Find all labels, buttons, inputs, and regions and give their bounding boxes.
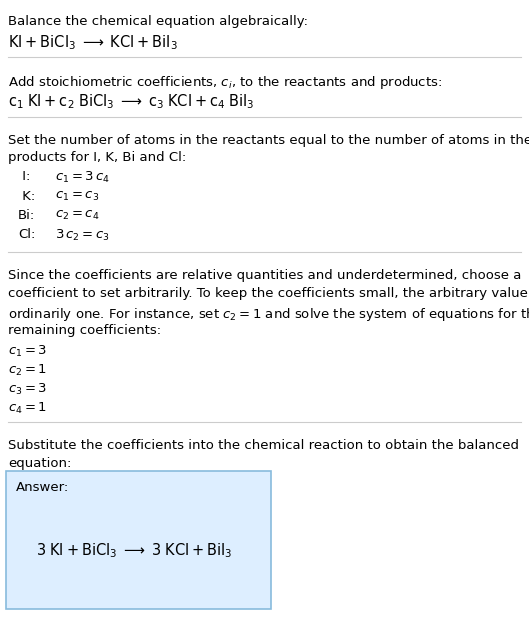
- Text: $3\,c_2 = c_3$: $3\,c_2 = c_3$: [55, 228, 110, 243]
- Text: Since the coefficients are relative quantities and underdetermined, choose a: Since the coefficients are relative quan…: [8, 269, 522, 282]
- Text: $c_2 = c_4$: $c_2 = c_4$: [55, 209, 99, 222]
- Text: Add stoichiometric coefficients, $c_i$, to the reactants and products:: Add stoichiometric coefficients, $c_i$, …: [8, 74, 442, 91]
- Text: K:: K:: [18, 190, 35, 203]
- Text: equation:: equation:: [8, 457, 71, 470]
- FancyBboxPatch shape: [6, 471, 271, 609]
- Text: Cl:: Cl:: [18, 228, 35, 241]
- Text: Answer:: Answer:: [16, 481, 69, 494]
- Text: ordinarily one. For instance, set $c_2 = 1$ and solve the system of equations fo: ordinarily one. For instance, set $c_2 =…: [8, 306, 529, 323]
- Text: $c_1 = c_3$: $c_1 = c_3$: [55, 190, 99, 203]
- Text: $c_{2} = 1$: $c_{2} = 1$: [8, 363, 47, 378]
- Text: $c_1 = 3\,c_4$: $c_1 = 3\,c_4$: [55, 170, 110, 185]
- Text: products for I, K, Bi and Cl:: products for I, K, Bi and Cl:: [8, 151, 186, 164]
- Text: Set the number of atoms in the reactants equal to the number of atoms in the: Set the number of atoms in the reactants…: [8, 134, 529, 147]
- Text: $c_{4} = 1$: $c_{4} = 1$: [8, 401, 47, 416]
- Text: Substitute the coefficients into the chemical reaction to obtain the balanced: Substitute the coefficients into the che…: [8, 439, 519, 452]
- Text: I:: I:: [18, 170, 30, 183]
- Text: $\mathrm{KI + BiCl_3 \;\longrightarrow\; KCl + BiI_3}$: $\mathrm{KI + BiCl_3 \;\longrightarrow\;…: [8, 33, 178, 51]
- Text: $\mathrm{3\;KI + BiCl_3 \;\longrightarrow\; 3\;KCl + BiI_3}$: $\mathrm{3\;KI + BiCl_3 \;\longrightarro…: [36, 541, 232, 560]
- Text: Balance the chemical equation algebraically:: Balance the chemical equation algebraica…: [8, 15, 308, 28]
- Text: $c_{3} = 3$: $c_{3} = 3$: [8, 382, 47, 397]
- Text: Bi:: Bi:: [18, 209, 35, 222]
- Text: $c_{1} = 3$: $c_{1} = 3$: [8, 344, 47, 359]
- Text: $\mathrm{c_1\;KI + c_2\;BiCl_3 \;\longrightarrow\; c_3\;KCl + c_4\;BiI_3}$: $\mathrm{c_1\;KI + c_2\;BiCl_3 \;\longri…: [8, 92, 254, 111]
- Text: coefficient to set arbitrarily. To keep the coefficients small, the arbitrary va: coefficient to set arbitrarily. To keep …: [8, 287, 529, 300]
- Text: remaining coefficients:: remaining coefficients:: [8, 324, 161, 337]
